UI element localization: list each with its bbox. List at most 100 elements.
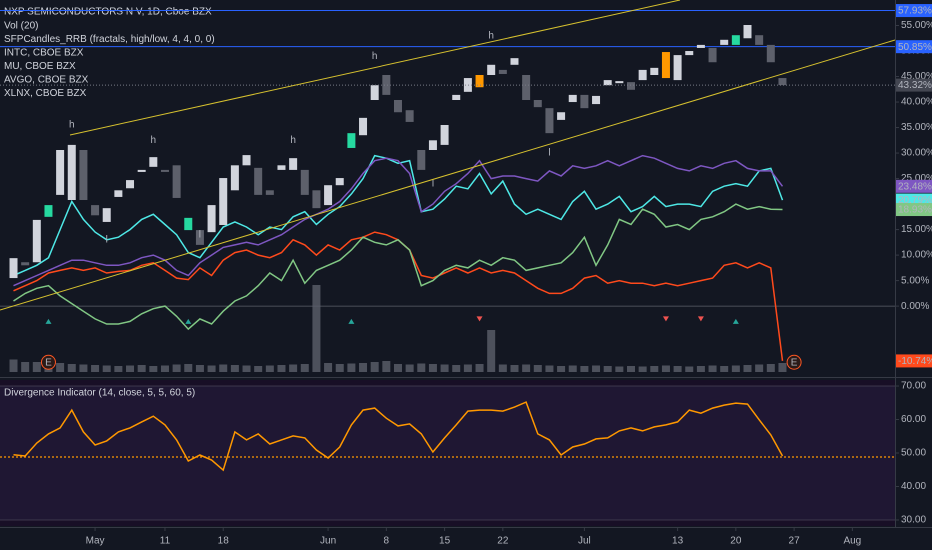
candle-body	[603, 80, 612, 86]
candle-body	[219, 178, 228, 225]
volume-bar	[720, 366, 729, 372]
x-tick-label: Aug	[843, 536, 861, 547]
candle-body	[440, 125, 449, 145]
legend-entry: AVGO, CBOE BZX	[4, 75, 89, 86]
volume-bar	[67, 364, 76, 372]
candle-body	[650, 67, 659, 75]
volume-bar	[324, 363, 333, 372]
axis-label: -10.74%	[898, 356, 932, 367]
volume-bar	[650, 366, 659, 372]
up-signal	[732, 318, 739, 324]
y-tick-label: 70.00	[901, 381, 926, 392]
candle-body	[195, 230, 204, 245]
trend-line	[0, 39, 896, 311]
volume-bar	[254, 366, 263, 372]
candle-body	[32, 219, 41, 263]
volume-bar	[79, 364, 88, 372]
candle-body	[79, 150, 88, 200]
candle-body	[9, 258, 18, 279]
volume-bar	[114, 366, 123, 372]
fractal-label: l	[548, 148, 550, 159]
candle-body	[778, 78, 787, 86]
fractal-label: h	[372, 51, 378, 62]
volume-bar	[696, 366, 705, 372]
volume-bar	[207, 365, 216, 372]
candle-body	[393, 100, 402, 113]
volume-bar	[510, 365, 519, 372]
candle-body	[533, 100, 542, 108]
series-line	[13, 154, 784, 277]
volume-bar	[557, 366, 566, 372]
candle-body	[615, 81, 624, 84]
volume-bar	[370, 362, 379, 372]
axis-label-box	[896, 203, 932, 217]
fractal-label: l	[432, 178, 434, 189]
candle-body	[475, 75, 484, 88]
axis-label-box	[896, 4, 932, 18]
axis-label: 20.79%	[898, 195, 932, 206]
volume-bar	[195, 365, 204, 372]
event-label: E	[45, 357, 52, 368]
candle-body	[335, 178, 344, 186]
y-tick-label: 40.00%	[901, 97, 932, 108]
volume-bar	[417, 363, 426, 372]
x-tick-label: Jun	[320, 536, 336, 547]
candle-body	[696, 44, 705, 48]
volume-bar	[405, 364, 414, 372]
volume-bar	[265, 365, 274, 372]
candle-body	[277, 165, 286, 170]
volume-bar	[487, 330, 496, 372]
volume-bar	[778, 363, 787, 372]
fractal-label: h	[69, 120, 75, 131]
candle-body	[487, 64, 496, 75]
candle-body	[230, 165, 239, 191]
down-signal	[662, 316, 669, 322]
x-tick-label: 15	[439, 536, 451, 547]
volume-bar	[382, 361, 391, 372]
candle-body	[300, 169, 309, 195]
axis-label: 23.48%	[898, 181, 932, 192]
volume-bar	[592, 365, 601, 372]
candle-body	[114, 190, 123, 197]
volume-bar	[335, 364, 344, 372]
up-signal	[45, 318, 52, 324]
volume-bar	[568, 365, 577, 372]
volume-bar	[475, 364, 484, 372]
volume-bar	[172, 364, 181, 372]
volume-bar	[300, 364, 309, 372]
volume-bar	[359, 363, 368, 372]
axis-label-box	[896, 354, 932, 368]
candle-body	[568, 94, 577, 103]
volume-bar	[21, 362, 30, 372]
candle-body	[324, 185, 333, 206]
candle-body	[428, 140, 437, 150]
candle-body	[720, 39, 729, 45]
volume-bar	[685, 366, 694, 372]
candle-body	[510, 58, 519, 65]
indicator-title: Divergence Indicator (14, close, 5, 5, 6…	[4, 388, 195, 399]
y-tick-label: 15.00%	[901, 224, 932, 235]
volume-bar	[242, 365, 251, 372]
candle-body	[405, 110, 414, 122]
axis-label-box	[896, 179, 932, 193]
candle-body	[172, 165, 181, 198]
candle-body	[289, 158, 298, 170]
volume-bar	[160, 365, 169, 372]
volume-bar	[91, 365, 100, 372]
fractal-label: l	[199, 229, 201, 240]
candle-body	[545, 108, 554, 134]
candle-body	[731, 35, 740, 45]
series-line	[13, 154, 784, 287]
candle-body	[382, 75, 391, 95]
volume-bar	[603, 366, 612, 372]
volume-bar	[347, 363, 356, 372]
volume-bar	[149, 366, 158, 372]
series-line	[13, 203, 783, 331]
fractal-label: h	[488, 30, 494, 41]
y-tick-label: 10.00%	[901, 250, 932, 261]
candle-body	[207, 205, 216, 233]
y-tick-label: 35.00%	[901, 122, 932, 133]
y-tick-label: 40.00	[901, 481, 926, 492]
